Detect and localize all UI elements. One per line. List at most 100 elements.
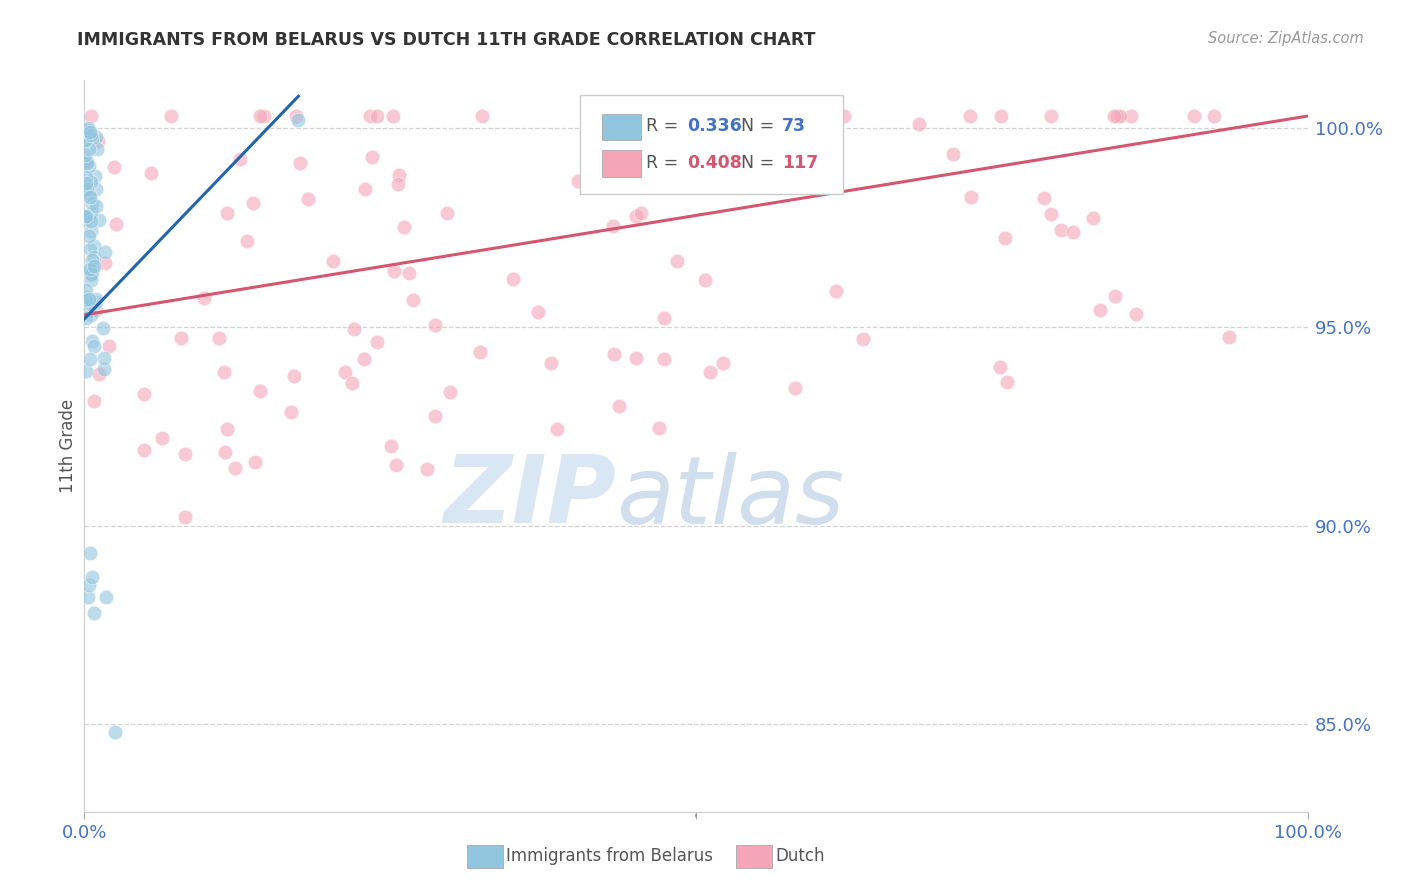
FancyBboxPatch shape xyxy=(467,845,503,868)
Text: R =: R = xyxy=(645,154,683,172)
Point xyxy=(77,121,100,136)
Point xyxy=(527,305,550,319)
Point xyxy=(631,138,654,153)
Point xyxy=(1040,109,1063,123)
Point xyxy=(713,356,735,370)
Point xyxy=(380,438,402,452)
Point xyxy=(76,263,98,277)
Point xyxy=(79,109,101,123)
Point xyxy=(793,109,815,123)
Point xyxy=(385,458,408,472)
Point xyxy=(785,109,807,123)
Point xyxy=(283,368,305,383)
Point xyxy=(77,159,100,173)
Point xyxy=(990,109,1012,123)
Point xyxy=(87,134,110,148)
Point xyxy=(647,421,669,435)
Point xyxy=(79,303,101,318)
Point xyxy=(80,308,103,322)
Point xyxy=(84,129,107,144)
Point xyxy=(86,302,108,317)
Point xyxy=(824,284,846,298)
Point xyxy=(79,214,101,228)
Point xyxy=(322,254,344,268)
Point xyxy=(193,292,215,306)
Point xyxy=(82,261,104,276)
Point xyxy=(80,224,103,238)
Text: N =: N = xyxy=(741,118,780,136)
Point xyxy=(76,156,98,170)
Point xyxy=(80,570,103,584)
Point xyxy=(73,183,96,197)
Point xyxy=(382,109,405,123)
Text: Source: ZipAtlas.com: Source: ZipAtlas.com xyxy=(1208,31,1364,46)
Point xyxy=(79,125,101,139)
Point xyxy=(960,190,983,204)
Point xyxy=(80,175,103,189)
Point xyxy=(77,142,100,156)
Point xyxy=(630,206,652,220)
Point xyxy=(502,272,524,286)
Text: Dutch: Dutch xyxy=(776,847,825,865)
Point xyxy=(392,220,415,235)
Point xyxy=(75,209,97,223)
Point xyxy=(80,128,103,142)
Point xyxy=(80,297,103,311)
Point xyxy=(1204,109,1226,123)
Point xyxy=(160,110,183,124)
Point xyxy=(80,130,103,145)
Point xyxy=(603,347,626,361)
Point xyxy=(84,199,107,213)
Point xyxy=(77,590,100,604)
Point xyxy=(1104,109,1126,123)
Point xyxy=(471,109,494,123)
Point xyxy=(832,109,855,123)
Point xyxy=(80,273,103,287)
Point xyxy=(83,606,105,620)
Point xyxy=(83,338,105,352)
Point xyxy=(366,109,388,123)
Point xyxy=(1121,109,1143,123)
Point xyxy=(994,230,1017,244)
Point xyxy=(174,509,197,524)
Point xyxy=(75,293,97,307)
Point xyxy=(1081,211,1104,225)
Point xyxy=(77,578,100,592)
Point xyxy=(73,147,96,161)
Point xyxy=(215,421,238,435)
Point xyxy=(540,356,562,370)
Point xyxy=(77,211,100,226)
Point xyxy=(758,109,780,123)
Point xyxy=(79,261,101,276)
Point xyxy=(84,182,107,196)
Point xyxy=(783,381,806,395)
Point xyxy=(75,209,97,223)
Point xyxy=(86,142,108,156)
Text: R =: R = xyxy=(645,118,683,136)
Point xyxy=(245,455,267,469)
Text: IMMIGRANTS FROM BELARUS VS DUTCH 11TH GRADE CORRELATION CHART: IMMIGRANTS FROM BELARUS VS DUTCH 11TH GR… xyxy=(77,31,815,49)
Point xyxy=(75,284,97,298)
Point xyxy=(1105,109,1128,123)
Text: Immigrants from Belarus: Immigrants from Belarus xyxy=(506,847,713,865)
FancyBboxPatch shape xyxy=(602,151,641,177)
Point xyxy=(624,209,647,223)
Point xyxy=(77,187,100,202)
Point xyxy=(76,290,98,304)
Point xyxy=(94,256,117,270)
Point xyxy=(1040,207,1063,221)
Point xyxy=(695,273,717,287)
Point xyxy=(104,217,127,231)
Point xyxy=(83,250,105,264)
Point xyxy=(87,367,110,381)
Point xyxy=(439,385,461,400)
Point xyxy=(242,196,264,211)
Point xyxy=(280,405,302,419)
Point xyxy=(398,266,420,280)
Point xyxy=(77,229,100,244)
Point xyxy=(214,365,236,379)
Point xyxy=(1062,225,1084,239)
Point xyxy=(1218,330,1240,344)
FancyBboxPatch shape xyxy=(602,114,641,140)
Point xyxy=(80,267,103,281)
